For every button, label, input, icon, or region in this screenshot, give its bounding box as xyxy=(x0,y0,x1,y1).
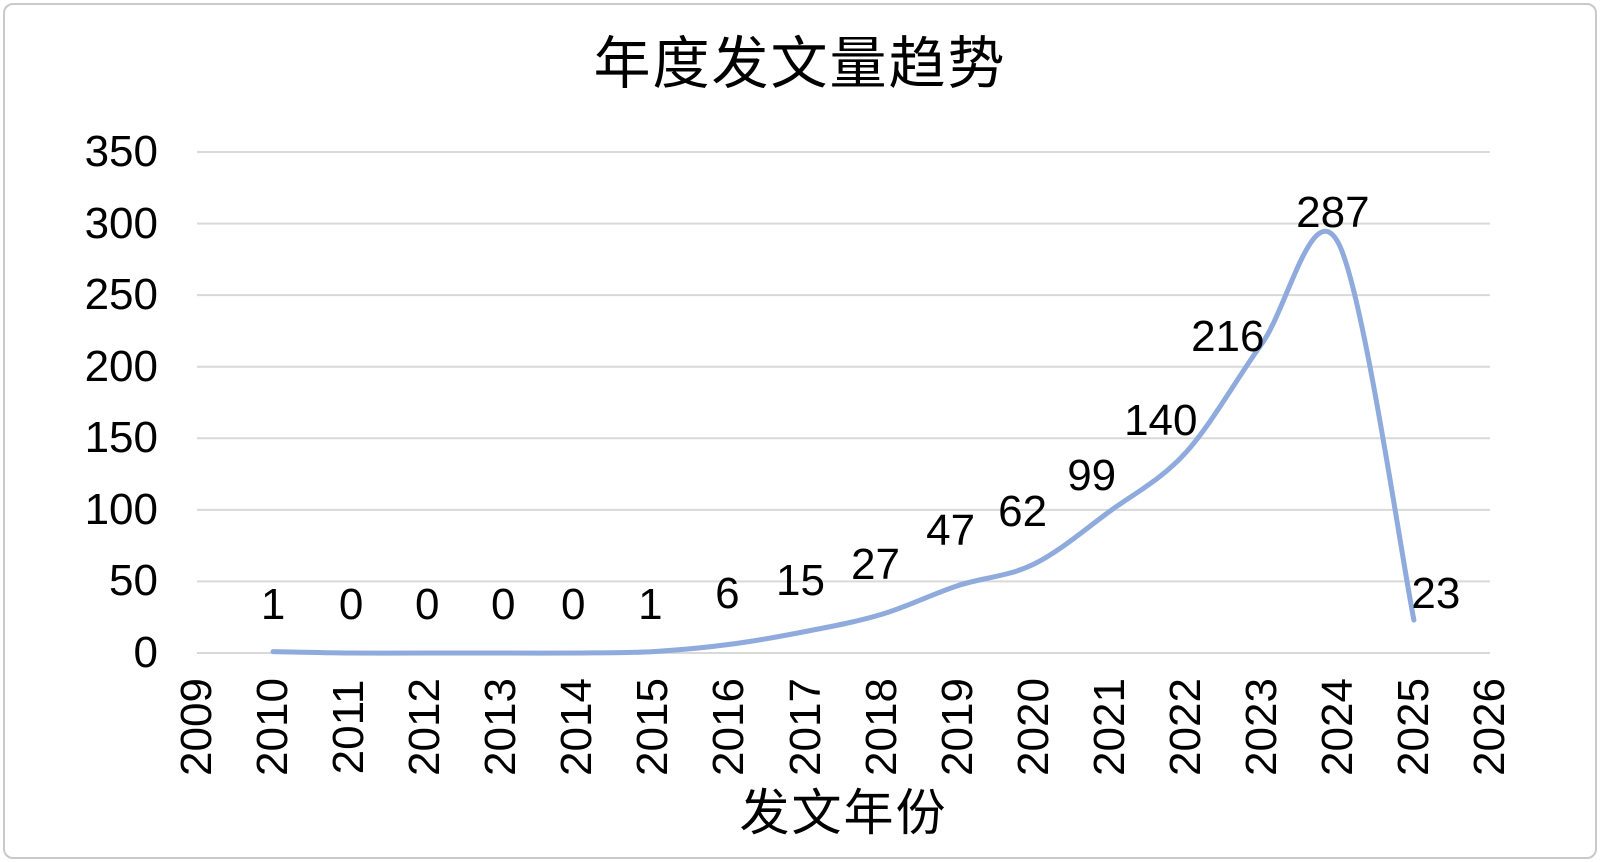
x-tick-label: 2018 xyxy=(856,678,906,776)
x-tick-label: 2013 xyxy=(476,678,526,776)
x-tick-label: 2020 xyxy=(1008,678,1058,776)
y-tick-label: 0 xyxy=(133,628,158,677)
x-tick-label: 2009 xyxy=(172,678,221,776)
data-label: 0 xyxy=(490,580,516,629)
y-tick-label: 150 xyxy=(84,413,158,463)
y-tick-label: 250 xyxy=(84,270,158,320)
data-label: 23 xyxy=(1411,569,1461,619)
data-label: 0 xyxy=(561,580,586,629)
x-tick-label: 2014 xyxy=(552,678,602,776)
data-label: 1 xyxy=(260,579,286,629)
x-tick-label: 2025 xyxy=(1388,678,1438,776)
trend-line xyxy=(270,229,1417,656)
x-tick-label: 2023 xyxy=(1236,678,1286,776)
data-label: 0 xyxy=(338,580,364,629)
data-label: 216 xyxy=(1191,311,1265,361)
x-tick-label: 2012 xyxy=(400,678,450,776)
data-label: 47 xyxy=(926,505,976,555)
x-axis-title: 发文年份 xyxy=(739,784,948,842)
x-tick-label: 2021 xyxy=(1084,678,1134,776)
data-label: 287 xyxy=(1296,188,1370,238)
x-tick-label: 2022 xyxy=(1160,678,1210,776)
x-tick-label: 2017 xyxy=(780,678,830,776)
x-tick-label: 2016 xyxy=(704,678,754,776)
y-tick-label: 300 xyxy=(84,198,158,248)
data-label: 27 xyxy=(851,540,900,590)
x-tick-label: 2010 xyxy=(248,678,298,776)
x-tick-label: 2026 xyxy=(1465,678,1514,776)
data-label: 1 xyxy=(638,579,663,629)
x-tick-label: 2015 xyxy=(628,678,678,776)
y-tick-label: 50 xyxy=(109,556,158,606)
y-tick-label: 350 xyxy=(84,127,158,176)
y-tick-label: 200 xyxy=(84,341,158,391)
x-tick-label: 2011 xyxy=(324,679,374,775)
data-label: 140 xyxy=(1124,395,1198,445)
x-tick-label: 2024 xyxy=(1312,678,1362,776)
data-label: 6 xyxy=(715,569,740,619)
y-tick-label: 100 xyxy=(84,484,158,534)
data-label: 62 xyxy=(998,487,1048,537)
data-label: 0 xyxy=(414,580,440,629)
data-label: 99 xyxy=(1067,451,1117,501)
chart-title: 年度发文量趋势 xyxy=(593,31,1007,97)
data-label: 15 xyxy=(776,555,825,605)
x-tick-label: 2019 xyxy=(932,678,982,776)
